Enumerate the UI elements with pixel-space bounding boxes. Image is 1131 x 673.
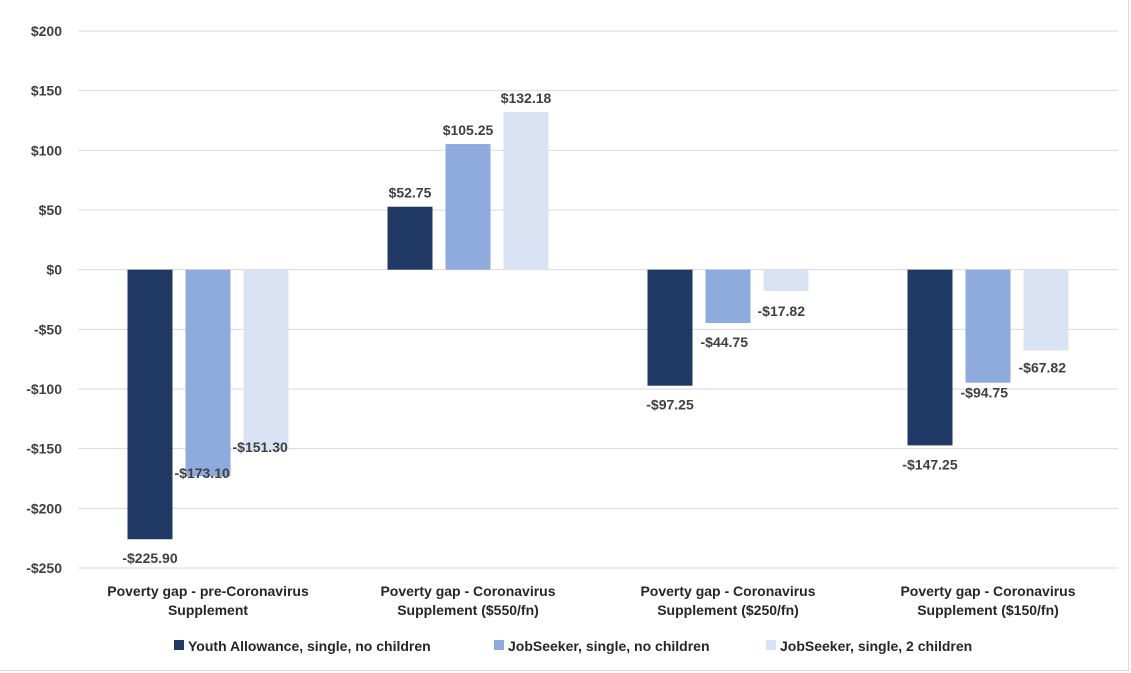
bar (965, 269, 1011, 383)
x-category-label: Supplement ($550/fn) (397, 602, 539, 618)
y-tick-label: $200 (31, 23, 62, 39)
data-label: -$147.25 (902, 456, 957, 472)
y-tick-label: -$100 (26, 381, 62, 397)
bar (127, 269, 173, 540)
y-tick-label: $100 (31, 142, 62, 158)
bar (387, 206, 433, 270)
legend-swatch (174, 640, 184, 650)
y-tick-label: -$150 (26, 441, 62, 457)
x-category-label: Supplement ($250/fn) (657, 602, 799, 618)
x-category-label: Poverty gap - Coronavirus (900, 583, 1075, 599)
data-label: $105.25 (443, 122, 494, 138)
y-tick-label: $0 (46, 262, 62, 278)
data-label: -$17.82 (758, 303, 806, 319)
data-label: -$94.75 (961, 385, 1009, 401)
legend-label: JobSeeker, single, no children (508, 638, 710, 654)
data-label: $52.75 (389, 185, 432, 201)
y-tick-label: -$50 (34, 321, 62, 337)
x-category-label: Supplement (168, 602, 248, 618)
legend-swatch (494, 640, 504, 650)
bar (1023, 269, 1069, 351)
data-label: -$44.75 (701, 334, 749, 350)
legend-label: JobSeeker, single, 2 children (780, 638, 972, 654)
x-category-label: Poverty gap - Coronavirus (640, 583, 815, 599)
y-tick-label: -$200 (26, 500, 62, 516)
data-label: -$97.25 (646, 397, 694, 413)
y-tick-label: $150 (31, 83, 62, 99)
bar (185, 269, 231, 477)
bar (907, 269, 953, 446)
y-tick-label: -$250 (26, 560, 62, 576)
data-label: -$67.82 (1019, 360, 1067, 376)
data-label: -$173.10 (175, 465, 230, 481)
data-label: -$225.90 (122, 550, 177, 566)
y-tick-label: $50 (39, 202, 63, 218)
x-category-label: Poverty gap - pre-Coronavirus (107, 583, 309, 599)
legend-swatch (766, 640, 776, 650)
x-category-label: Supplement ($150/fn) (917, 602, 1059, 618)
bar (243, 269, 289, 451)
bar (445, 144, 491, 270)
legend-label: Youth Allowance, single, no children (188, 638, 431, 654)
data-label: $132.18 (501, 90, 552, 106)
bar (763, 269, 809, 291)
data-label: -$151.30 (233, 439, 288, 455)
x-category-label: Poverty gap - Coronavirus (380, 583, 555, 599)
bar (503, 111, 549, 270)
bar (705, 269, 751, 324)
bar (647, 269, 693, 386)
